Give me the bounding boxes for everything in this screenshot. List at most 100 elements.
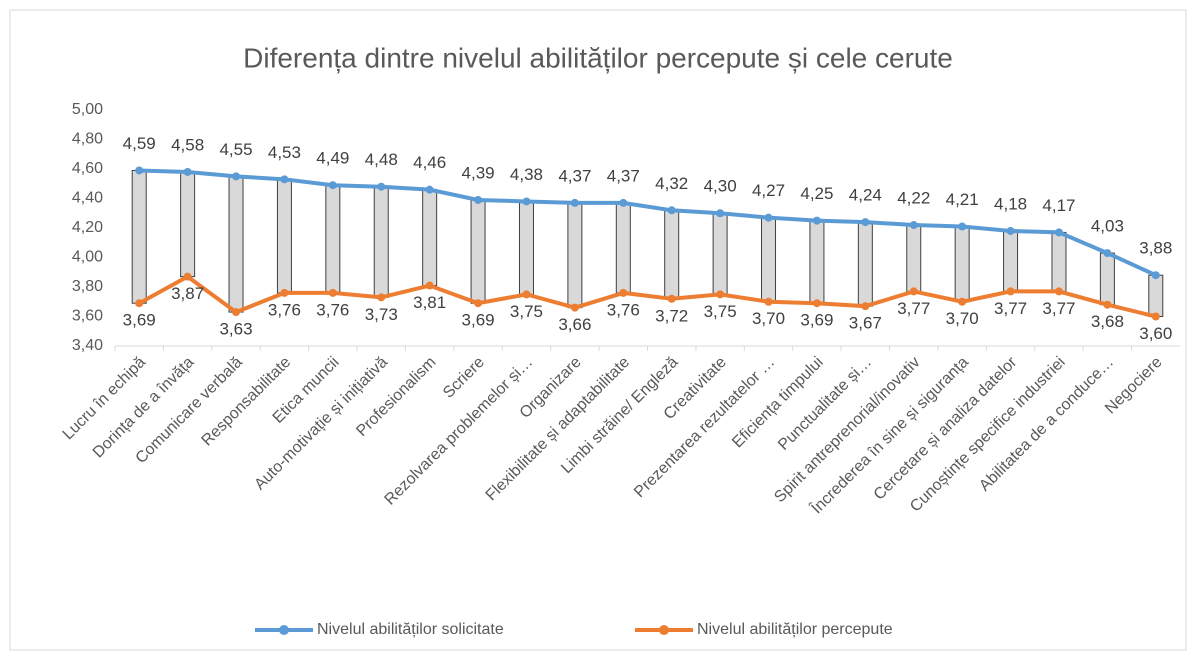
data-label: 4,55 bbox=[219, 140, 252, 159]
y-tick-label: 4,80 bbox=[72, 131, 103, 148]
updown-bar bbox=[1003, 230, 1019, 292]
point bbox=[328, 181, 337, 190]
point bbox=[764, 297, 773, 306]
legend-marker bbox=[279, 625, 289, 635]
updown-bar bbox=[1099, 252, 1115, 306]
updown-bar bbox=[131, 169, 147, 304]
updown-bar bbox=[567, 202, 583, 309]
series-line bbox=[138, 274, 1157, 319]
data-label: 3,77 bbox=[1042, 299, 1075, 318]
data-label: 3,75 bbox=[704, 302, 737, 321]
point bbox=[1151, 312, 1160, 321]
data-label: 3,88 bbox=[1139, 239, 1172, 258]
updown-bar bbox=[1148, 274, 1164, 318]
point bbox=[1054, 228, 1063, 237]
updown-bar bbox=[857, 221, 873, 307]
y-tick-label: 3,60 bbox=[72, 308, 103, 325]
data-label: 3,60 bbox=[1139, 324, 1172, 343]
data-label: 3,70 bbox=[946, 309, 979, 328]
data-label: 3,81 bbox=[413, 293, 446, 312]
data-label: 4,53 bbox=[268, 143, 301, 162]
updown-bar bbox=[809, 220, 825, 304]
y-tick-label: 5,00 bbox=[72, 101, 103, 118]
data-label: 3,72 bbox=[655, 306, 688, 325]
point bbox=[280, 175, 289, 184]
updown-bar bbox=[325, 184, 341, 294]
data-label: 3,69 bbox=[123, 311, 156, 330]
data-label: 3,76 bbox=[268, 300, 301, 319]
point bbox=[183, 167, 192, 176]
data-label: 4,24 bbox=[849, 186, 882, 205]
point bbox=[812, 216, 821, 225]
data-label: 3,66 bbox=[558, 315, 591, 334]
data-label: 4,03 bbox=[1091, 217, 1124, 236]
data-label: 3,87 bbox=[171, 284, 204, 303]
data-label: 4,18 bbox=[994, 194, 1027, 213]
data-label: 4,39 bbox=[462, 163, 495, 182]
point bbox=[909, 287, 918, 296]
point bbox=[183, 272, 192, 281]
data-label: 4,27 bbox=[752, 181, 785, 200]
data-label: 4,30 bbox=[704, 177, 737, 196]
y-tick-label: 4,00 bbox=[72, 249, 103, 266]
updown-bar bbox=[276, 178, 292, 294]
data-label: 4,48 bbox=[365, 150, 398, 169]
point bbox=[232, 172, 241, 181]
point bbox=[1006, 226, 1015, 235]
data-label: 4,38 bbox=[510, 165, 543, 184]
point bbox=[377, 293, 386, 302]
updown-bar bbox=[180, 171, 196, 278]
point bbox=[280, 288, 289, 297]
data-label: 3,67 bbox=[849, 314, 882, 333]
point bbox=[474, 195, 483, 204]
point bbox=[1054, 287, 1063, 296]
y-tick-label: 4,20 bbox=[72, 219, 103, 236]
data-label: 4,58 bbox=[171, 135, 204, 154]
point bbox=[958, 297, 967, 306]
data-label: 3,70 bbox=[752, 309, 785, 328]
point bbox=[619, 198, 628, 207]
data-label: 4,46 bbox=[413, 153, 446, 172]
point bbox=[667, 206, 676, 215]
legend-marker bbox=[659, 625, 669, 635]
point bbox=[328, 288, 337, 297]
data-label: 4,37 bbox=[607, 166, 640, 185]
updown-bar bbox=[664, 209, 680, 300]
point bbox=[425, 281, 434, 290]
y-tick-label: 3,80 bbox=[72, 278, 103, 295]
updown-bar bbox=[615, 202, 631, 294]
point bbox=[909, 221, 918, 230]
y-tick-label: 3,40 bbox=[72, 337, 103, 354]
updown-bar bbox=[470, 199, 486, 304]
point bbox=[958, 222, 967, 231]
data-label: 4,37 bbox=[558, 166, 591, 185]
point bbox=[570, 198, 579, 207]
point bbox=[764, 213, 773, 222]
data-label: 3,69 bbox=[800, 311, 833, 330]
updown-bar bbox=[422, 189, 438, 287]
data-label: 3,77 bbox=[994, 299, 1027, 318]
updown-bar bbox=[954, 226, 970, 303]
data-label: 3,77 bbox=[897, 299, 930, 318]
y-tick-label: 4,40 bbox=[72, 190, 103, 207]
data-label: 3,76 bbox=[607, 300, 640, 319]
point bbox=[716, 290, 725, 299]
point bbox=[1151, 271, 1160, 280]
updown-bar bbox=[228, 175, 244, 313]
point bbox=[812, 299, 821, 308]
data-label: 3,69 bbox=[462, 311, 495, 330]
legend-label: Nivelul abilităților percepute bbox=[697, 621, 893, 638]
data-label: 3,75 bbox=[510, 302, 543, 321]
data-label: 4,49 bbox=[316, 149, 349, 168]
updown-bar bbox=[518, 200, 534, 295]
point bbox=[135, 299, 144, 308]
data-label: 4,59 bbox=[123, 134, 156, 153]
y-tick-label: 4,60 bbox=[72, 160, 103, 177]
point bbox=[861, 302, 870, 311]
data-label: 4,22 bbox=[897, 189, 930, 208]
data-label: 3,73 bbox=[365, 305, 398, 324]
chart-frame bbox=[9, 9, 1187, 651]
data-label: 3,68 bbox=[1091, 312, 1124, 331]
point bbox=[861, 218, 870, 227]
